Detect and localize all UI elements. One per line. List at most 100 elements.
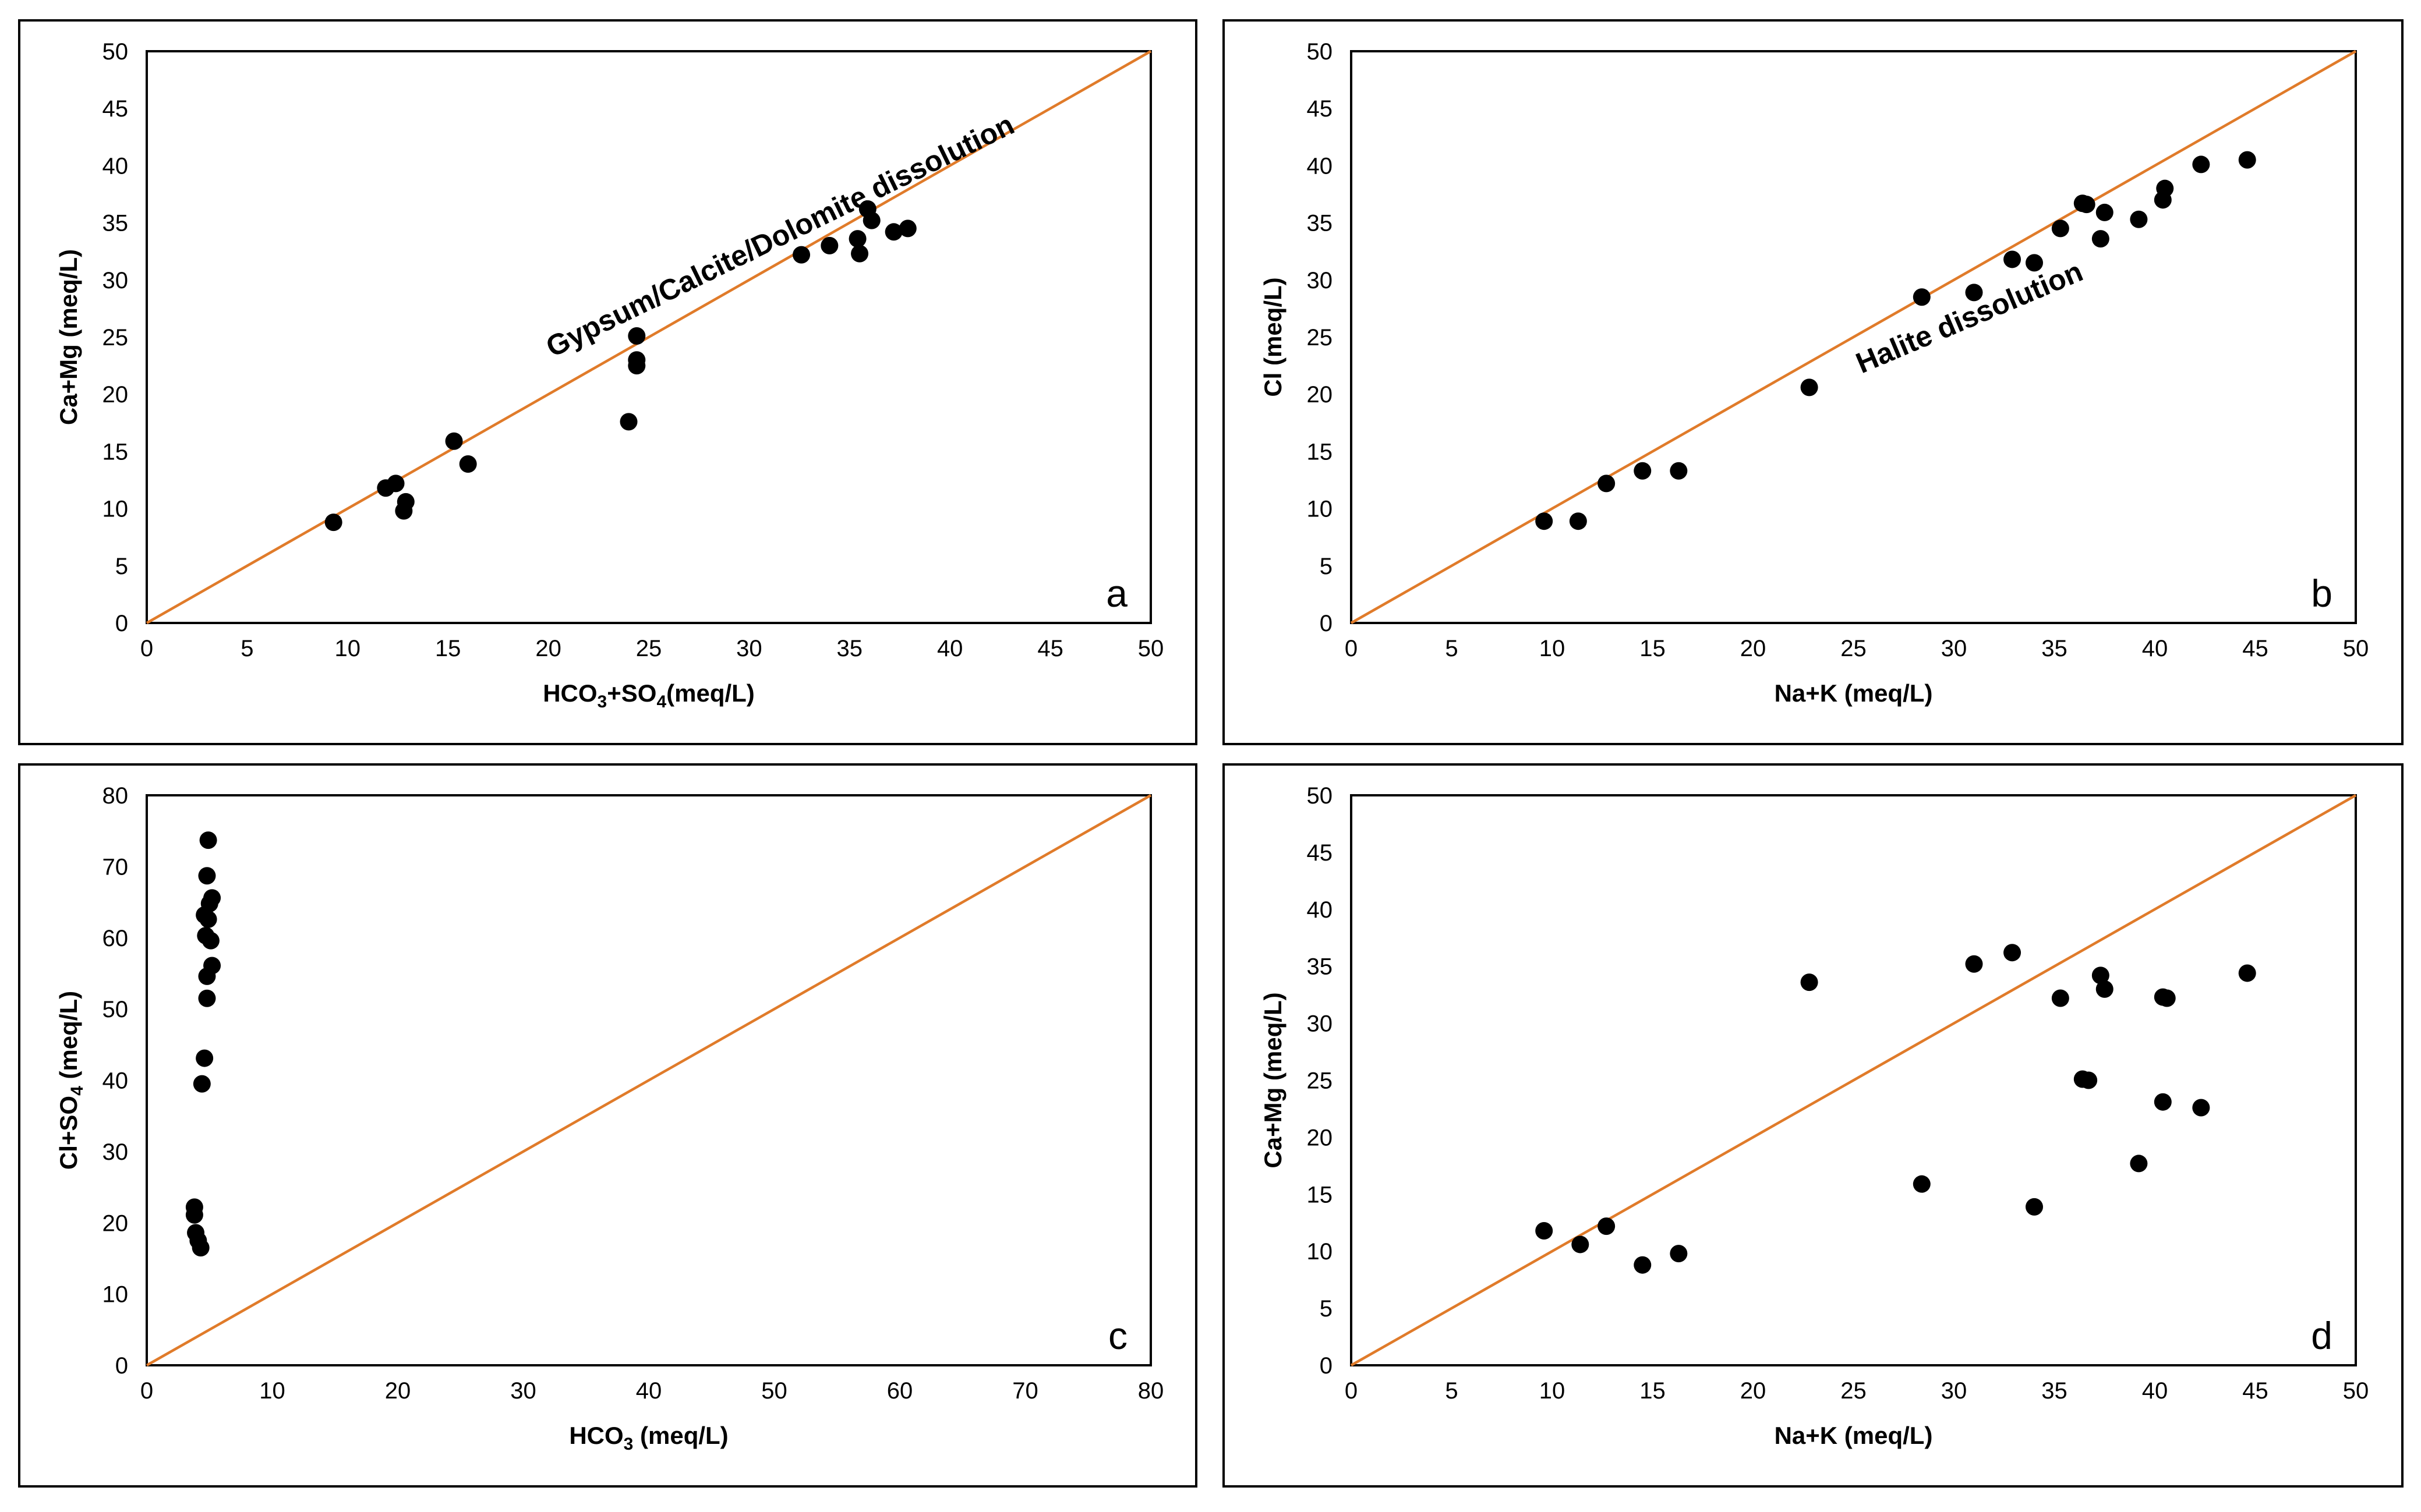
data-point	[885, 223, 903, 241]
x-tick-label: 40	[937, 636, 963, 661]
data-point	[849, 230, 867, 248]
data-point	[2238, 964, 2256, 982]
data-point	[199, 831, 217, 849]
data-point	[851, 245, 869, 263]
panel-frame	[18, 763, 1197, 1488]
x-tick-label: 40	[636, 1378, 662, 1404]
x-tick-label: 50	[2343, 1378, 2369, 1404]
data-point	[2130, 210, 2148, 228]
data-point	[793, 246, 811, 264]
data-point	[2154, 1093, 2172, 1111]
data-point	[628, 357, 646, 375]
data-point	[1535, 1221, 1553, 1240]
data-point	[1670, 1245, 1688, 1263]
x-tick-label: 10	[335, 636, 361, 661]
data-point	[199, 910, 217, 928]
data-point	[1670, 462, 1688, 480]
panel-letter: d	[2311, 1314, 2332, 1357]
plot-area-border	[146, 794, 1152, 1366]
y-tick-label: 20	[1307, 1125, 1333, 1150]
x-tick-label: 0	[140, 1378, 153, 1404]
y-tick-label: 20	[103, 382, 129, 408]
y-tick-label: 15	[1307, 439, 1333, 465]
y-tick-label: 40	[103, 1068, 129, 1094]
data-point	[2192, 1099, 2210, 1117]
data-point	[628, 327, 646, 345]
y-tick-label: 45	[103, 96, 129, 122]
x-tick-label: 5	[1445, 1378, 1458, 1404]
x-tick-label: 50	[761, 1378, 787, 1404]
data-point	[2080, 1071, 2098, 1089]
y-tick-label: 30	[1307, 268, 1333, 293]
data-point	[1535, 512, 1553, 530]
y-tick-label: 10	[103, 497, 129, 522]
x-tick-label: 60	[887, 1378, 913, 1404]
x-tick-label: 45	[2242, 636, 2268, 661]
x-tick-label: 10	[259, 1378, 285, 1404]
x-tick-label: 20	[385, 1378, 411, 1404]
x-tick-label: 30	[736, 636, 762, 661]
x-axis-label: HCO3 (meq/L)	[569, 1422, 728, 1454]
y-tick-label: 5	[115, 554, 128, 579]
y-tick-label: 30	[1307, 1011, 1333, 1037]
plot-area-border	[146, 50, 1152, 624]
y-tick-label: 35	[1307, 211, 1333, 236]
x-axis-label: Na+K (meq/L)	[1775, 679, 1933, 707]
x-tick-label: 15	[1639, 636, 1666, 661]
y-axis-label: Ca+Mg (meq/L)	[1259, 992, 1287, 1168]
data-point	[193, 1075, 211, 1093]
data-point	[395, 502, 413, 520]
data-point	[1634, 462, 1652, 480]
reference-line-1-to-1	[1350, 794, 2357, 1366]
panel-frame	[18, 19, 1197, 745]
data-point	[899, 219, 917, 238]
data-point	[1965, 284, 1983, 302]
y-axis-label: Cl+SO4 (meq/L)	[55, 991, 87, 1170]
chart-panel-d: 0 5 10 15 20 25 30 35 40 45 50 0 5 10 15 20 25 30 35 40 45 50…	[1222, 763, 2404, 1488]
x-tick-label: 30	[1941, 636, 1967, 661]
reference-line-1-to-1	[1350, 50, 2357, 624]
x-tick-label: 50	[1138, 636, 1164, 661]
y-tick-label: 40	[103, 153, 129, 179]
x-tick-label: 10	[1539, 636, 1565, 661]
data-point	[192, 1239, 210, 1257]
data-point	[198, 989, 216, 1007]
data-point	[863, 211, 881, 229]
y-tick-label: 10	[1307, 1239, 1333, 1265]
data-point	[2156, 179, 2174, 197]
y-tick-label: 15	[103, 439, 129, 465]
x-tick-label: 20	[535, 636, 561, 661]
y-tick-label: 0	[115, 611, 128, 636]
x-tick-label: 35	[2041, 636, 2067, 661]
panel-frame	[1222, 19, 2404, 745]
y-tick-label: 30	[103, 268, 129, 293]
x-tick-label: 35	[2041, 1378, 2067, 1404]
x-tick-label: 10	[1539, 1378, 1565, 1404]
y-tick-label: 0	[1320, 1353, 1333, 1379]
y-tick-label: 40	[1307, 897, 1333, 923]
data-point	[1569, 512, 1587, 530]
data-point	[1597, 475, 1616, 493]
x-tick-label: 5	[1445, 636, 1458, 661]
data-point	[445, 432, 463, 450]
data-point	[1913, 288, 1931, 306]
panel-letter: c	[1108, 1314, 1128, 1357]
x-tick-label: 20	[1740, 636, 1766, 661]
reference-line-1-to-1	[146, 794, 1152, 1366]
y-tick-label: 50	[1307, 783, 1333, 809]
x-tick-label: 20	[1740, 1378, 1766, 1404]
x-tick-label: 80	[1138, 1378, 1164, 1404]
x-tick-label: 5	[241, 636, 253, 661]
plot-area-border	[1350, 50, 2357, 624]
data-point	[2192, 155, 2210, 173]
y-tick-label: 25	[1307, 325, 1333, 350]
x-tick-label: 0	[1345, 636, 1358, 661]
y-tick-label: 35	[1307, 954, 1333, 980]
data-point	[2238, 151, 2256, 169]
data-point	[1634, 1256, 1652, 1274]
data-point	[1571, 1235, 1589, 1253]
x-tick-label: 70	[1012, 1378, 1038, 1404]
y-tick-label: 70	[103, 854, 129, 880]
data-point	[185, 1206, 203, 1224]
